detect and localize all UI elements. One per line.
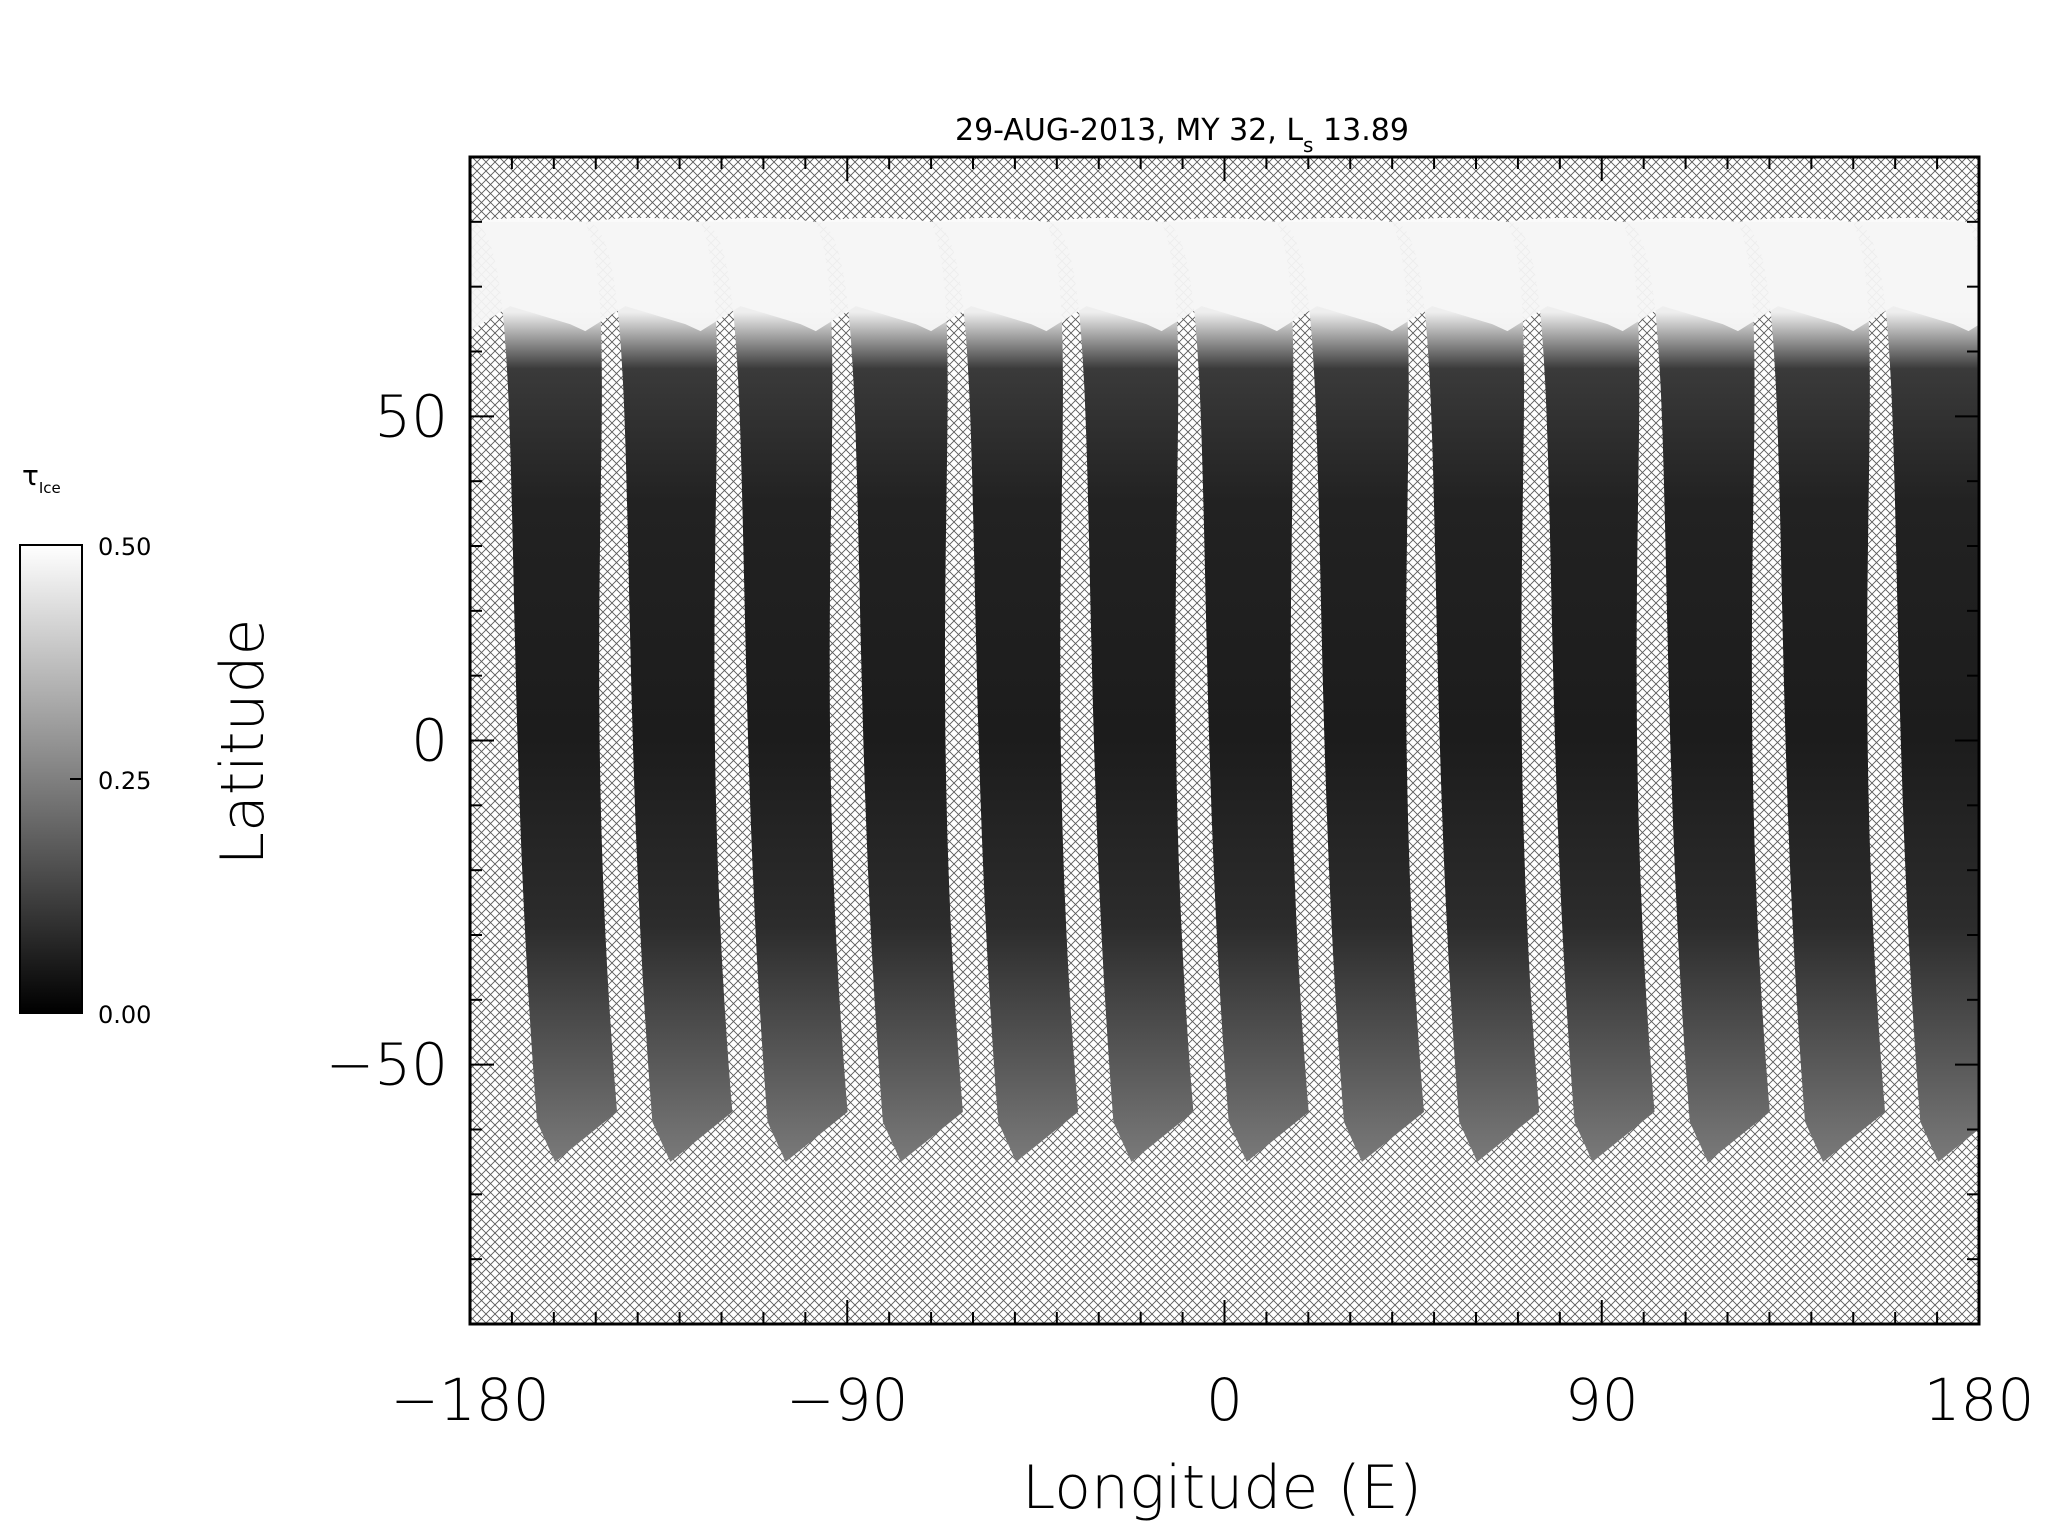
- swath: [700, 217, 848, 1162]
- swath: [470, 217, 618, 1162]
- title-date: 29-AUG-2013: [955, 113, 1156, 148]
- north-polar-cap: [470, 221, 1979, 332]
- colorbar-ticks: 0.00 0.25 0.50: [70, 533, 151, 1029]
- colorbar-subscript: Ice: [39, 479, 61, 497]
- swath: [1392, 217, 1540, 1162]
- swath: [1737, 217, 1886, 1162]
- title-ls-value: 13.89: [1323, 113, 1409, 148]
- x-tick-label: 180: [1924, 1366, 2035, 1434]
- swath: [585, 217, 733, 1162]
- y-tick-label: −50: [326, 1031, 448, 1099]
- swath: [1853, 217, 1979, 1162]
- colorbar-tick-label: 0.25: [98, 767, 151, 795]
- colorbar-title: τIce: [22, 459, 61, 497]
- y-tick-label: 0: [411, 707, 448, 775]
- swath: [931, 217, 1079, 1162]
- polar-cap-region: [470, 221, 1979, 332]
- title-ls-subscript: s: [1303, 133, 1313, 157]
- x-tick-label: 90: [1565, 1366, 1639, 1434]
- swath: [1161, 217, 1309, 1162]
- x-tick-label: −90: [786, 1366, 908, 1434]
- colorbar-symbol: τ: [22, 459, 39, 492]
- swath: [1622, 217, 1770, 1162]
- swath: [815, 217, 963, 1162]
- title-mars-year: MY 32: [1175, 113, 1267, 148]
- y-axis-ticks: −50 0 50: [326, 220, 1979, 1261]
- swath: [1276, 217, 1424, 1162]
- x-tick-label: −180: [390, 1366, 549, 1434]
- swath: [1046, 217, 1194, 1162]
- y-tick-label: 50: [374, 382, 448, 450]
- swath-group: [470, 217, 1979, 1162]
- colorbar-tick-label: 0.00: [98, 1001, 151, 1029]
- title-ls-symbol: L: [1286, 113, 1303, 148]
- x-axis-title: Longitude (E): [1022, 1453, 1422, 1523]
- x-axis-ticks: −180 −90 0 90 180: [390, 157, 2034, 1434]
- colorbar-tick-label: 0.50: [98, 533, 151, 561]
- x-tick-label: 0: [1206, 1366, 1243, 1434]
- chart-title: 29-AUG-2013, MY 32, Ls 13.89: [955, 113, 1409, 157]
- swath: [1507, 217, 1655, 1162]
- y-axis-title: Latitude: [208, 619, 278, 866]
